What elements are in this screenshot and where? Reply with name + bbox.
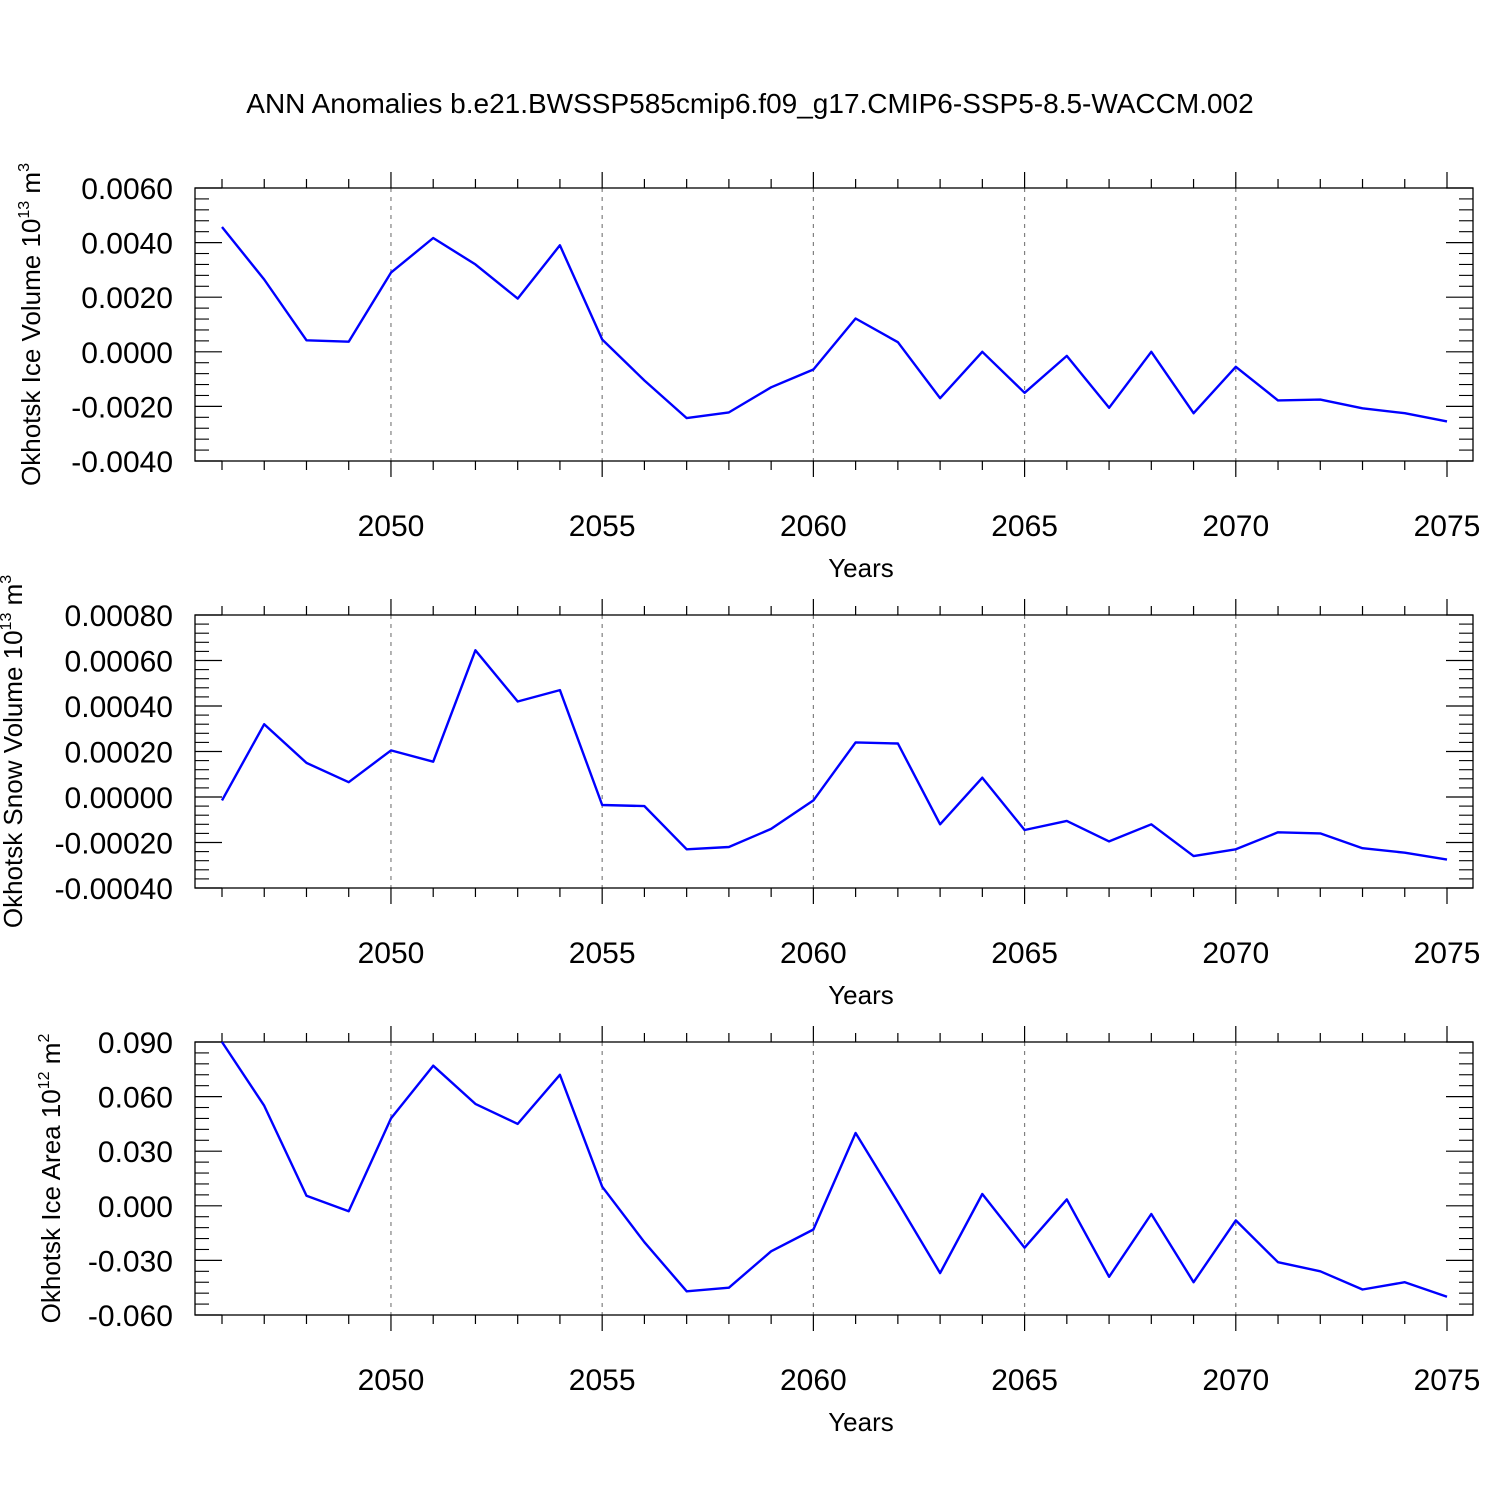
y-axis-label-text: Okhotsk Ice Area 10	[36, 1089, 66, 1323]
x-tick-label: 2060	[780, 937, 847, 970]
y-tick-label: 0.090	[98, 1027, 173, 1060]
y-tick-label: -0.00040	[55, 873, 173, 906]
y-tick-label: -0.030	[88, 1245, 173, 1278]
x-tick-label: 2065	[991, 1364, 1058, 1397]
y-tick-label: 0.00080	[65, 600, 173, 633]
x-tick-label: 2055	[569, 937, 636, 970]
y-tick-label: -0.0020	[71, 391, 173, 424]
y-axis-label: Okhotsk Ice Area 1012 m2	[36, 1034, 66, 1324]
plot-frame	[194, 614, 1474, 889]
y-tick-label: 0.00000	[65, 782, 173, 815]
data-series-line	[220, 649, 1448, 861]
x-tick-label: 2050	[358, 1364, 425, 1397]
y-axis-label: Okhotsk Snow Volume 1013 m3	[0, 575, 28, 928]
y-tick-label: 0.0000	[81, 337, 173, 370]
y-tick-label: 0.00020	[65, 737, 173, 770]
data-series-line	[220, 1041, 1448, 1298]
x-tick-label: 2055	[569, 510, 636, 543]
y-tick-label: 0.000	[98, 1191, 173, 1224]
y-axis-label-text: Okhotsk Ice Volume 10	[16, 219, 46, 486]
y-axis-label-unit: m	[36, 1043, 66, 1072]
y-tick-label: -0.060	[88, 1300, 173, 1333]
x-tick-label: 2075	[1414, 510, 1481, 543]
x-tick-label: 2060	[780, 1364, 847, 1397]
x-tick-label: 2050	[358, 937, 425, 970]
y-tick-label: 0.0060	[81, 173, 173, 206]
chart-panels: 0.00600.00400.00200.0000-0.0020-0.004020…	[0, 163, 1480, 1437]
y-axis-label-unit-exponent: 2	[36, 1034, 53, 1043]
y-axis-label-unit-exponent: 3	[0, 575, 15, 584]
panel-snow-volume: 0.00080 0.00060 0.00040 0.00020 0.00000 -0.00…	[0, 575, 1480, 1010]
panel-ice-volume: 0.0060 0.0040 0.0020 0.0000 -0.0020 -0.0040 20…	[16, 163, 1480, 583]
data-series-line	[221, 226, 1448, 423]
plot-frame	[194, 1041, 1474, 1316]
x-tick-label: 2070	[1202, 1364, 1269, 1397]
x-tick-label: 2065	[991, 510, 1058, 543]
y-axis-label-exponent: 13	[16, 201, 33, 219]
y-axis-label-unit: m	[16, 172, 46, 201]
y-tick-label: 0.060	[98, 1082, 173, 1115]
y-axis-label-exponent: 12	[36, 1071, 53, 1089]
y-axis-label-exponent: 13	[0, 613, 15, 631]
x-tick-label: 2070	[1202, 510, 1269, 543]
panel-ice-area: 0.090 0.060 0.030 0.000 -0.030 -0.060 2050 2055…	[36, 1026, 1480, 1437]
x-axis-label: Years	[828, 980, 894, 1010]
y-tick-label: -0.00020	[55, 828, 173, 861]
y-tick-label: -0.0040	[71, 446, 173, 479]
y-axis-label: Okhotsk Ice Volume 1013 m3	[16, 163, 46, 486]
x-axis-label: Years	[828, 553, 894, 583]
x-tick-label: 2075	[1414, 937, 1481, 970]
x-tick-label: 2050	[358, 510, 425, 543]
y-axis-label-unit-exponent: 3	[16, 163, 33, 172]
x-tick-label: 2055	[569, 1364, 636, 1397]
plot-frame	[194, 187, 1474, 462]
x-tick-label: 2065	[991, 937, 1058, 970]
y-axis-label-unit: m	[0, 584, 28, 613]
y-tick-label: 0.0040	[81, 228, 173, 261]
y-tick-label: 0.00040	[65, 691, 173, 724]
x-axis-label: Years	[828, 1407, 894, 1437]
y-tick-label: 0.00060	[65, 646, 173, 679]
chart-title: ANN Anomalies b.e21.BWSSP585cmip6.f09_g1…	[246, 88, 1253, 119]
x-tick-label: 2060	[780, 510, 847, 543]
x-tick-label: 2075	[1414, 1364, 1481, 1397]
x-tick-label: 2070	[1202, 937, 1269, 970]
y-tick-label: 0.030	[98, 1136, 173, 1169]
y-tick-label: 0.0020	[81, 282, 173, 315]
y-axis-label-text: Okhotsk Snow Volume 10	[0, 630, 28, 928]
